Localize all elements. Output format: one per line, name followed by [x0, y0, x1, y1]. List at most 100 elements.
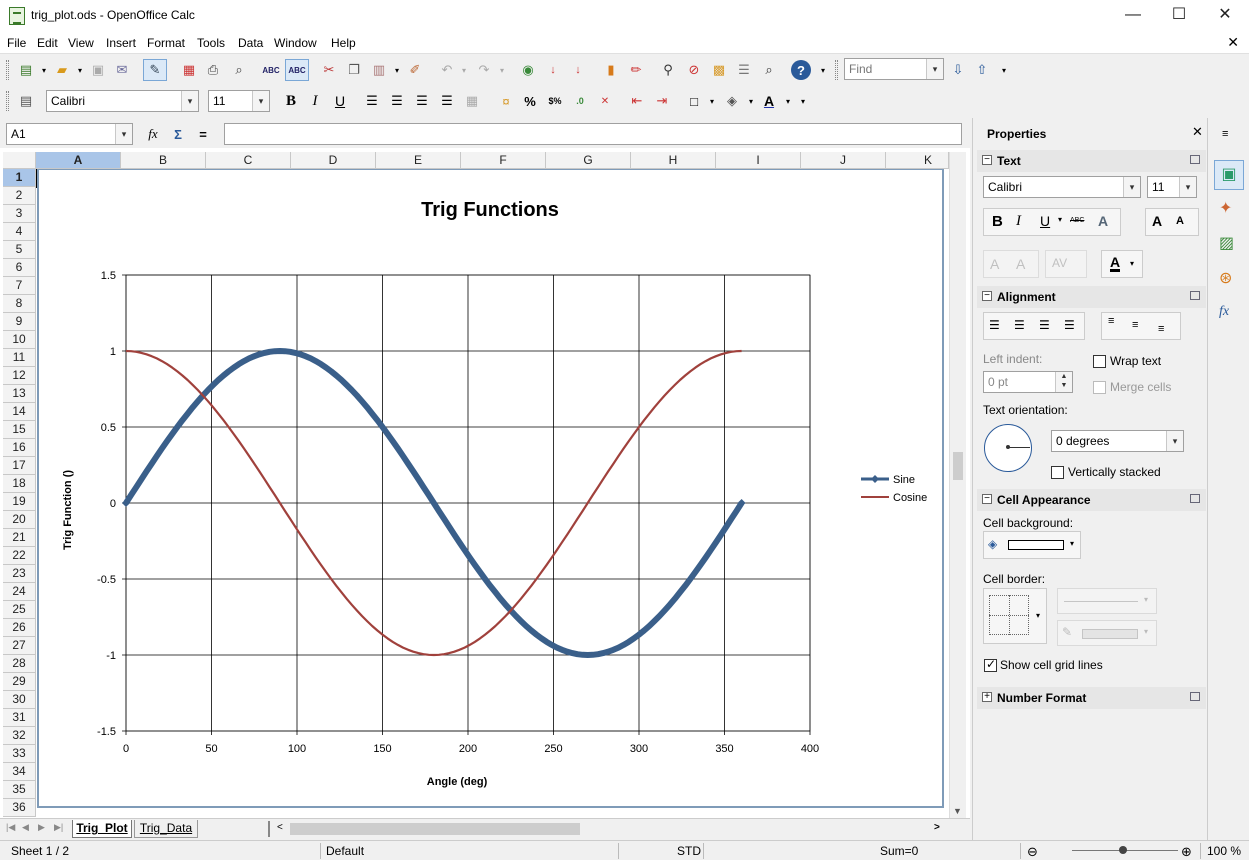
- row-header[interactable]: 11: [3, 349, 36, 367]
- new-document-icon[interactable]: ▤: [19, 62, 33, 77]
- menu-help[interactable]: Help: [331, 36, 356, 50]
- gallery-deck-icon[interactable]: ▨: [1219, 235, 1235, 252]
- sidebar-italic-icon[interactable]: I: [1016, 213, 1021, 229]
- superscript-icon[interactable]: A: [990, 256, 1000, 272]
- menu-view[interactable]: View: [68, 36, 94, 50]
- vertical-scrollbar[interactable]: ▼: [949, 152, 966, 818]
- toolbar-overflow-icon[interactable]: ▾: [820, 65, 825, 75]
- italic-icon[interactable]: I: [312, 92, 318, 109]
- sidebar-font-size[interactable]: 11 ▾: [1147, 176, 1197, 198]
- bold-icon[interactable]: B: [285, 92, 296, 109]
- cut-icon[interactable]: ✂: [323, 62, 335, 77]
- cell-border-button[interactable]: ▾: [983, 588, 1047, 644]
- tab-splitter[interactable]: [268, 821, 270, 837]
- export-pdf-icon[interactable]: ▦: [182, 62, 196, 77]
- row-header[interactable]: 18: [3, 475, 36, 493]
- page-preview-icon[interactable]: ⌕: [235, 62, 243, 77]
- menu-format[interactable]: Format: [147, 36, 186, 50]
- font-size-box[interactable]: 11 ▾: [208, 90, 270, 112]
- find-input[interactable]: Find ▾: [844, 58, 944, 80]
- sidebar-align-center-icon[interactable]: ☰: [1014, 318, 1025, 332]
- find-next-icon[interactable]: ⇩: [952, 62, 964, 77]
- data-sources-icon[interactable]: ☰: [738, 62, 750, 77]
- row-header[interactable]: 16: [3, 439, 36, 457]
- text-section-header[interactable]: − Text: [977, 150, 1206, 172]
- paste-dropdown-icon[interactable]: ▾: [394, 65, 399, 75]
- expand-icon[interactable]: +: [982, 692, 992, 702]
- sum-display[interactable]: Sum=0: [880, 844, 919, 858]
- sidebar-align-left-icon[interactable]: ☰: [989, 318, 1000, 332]
- row-header[interactable]: 21: [3, 529, 36, 547]
- column-header-d[interactable]: D: [291, 152, 376, 169]
- row-header[interactable]: 4: [3, 223, 36, 241]
- row-header[interactable]: 8: [3, 295, 36, 313]
- column-header-c[interactable]: C: [206, 152, 291, 169]
- open-folder-icon[interactable]: ▰: [57, 62, 67, 77]
- row-header[interactable]: 6: [3, 259, 36, 277]
- left-indent-input[interactable]: 0 pt ▲ ▼: [983, 371, 1073, 393]
- menu-insert[interactable]: Insert: [106, 36, 137, 50]
- row-header[interactable]: 17: [3, 457, 36, 475]
- vertical-scroll-thumb[interactable]: [953, 452, 963, 480]
- draw-functions-icon[interactable]: ✏: [630, 62, 642, 77]
- line-style-button[interactable]: ▾: [1057, 588, 1157, 614]
- align-left-icon[interactable]: ☰: [366, 93, 378, 108]
- row-header[interactable]: 28: [3, 655, 36, 673]
- delete-decimal-icon[interactable]: ✕: [600, 95, 610, 107]
- clone-formatting-icon[interactable]: ✐: [409, 62, 421, 77]
- cell-appearance-section-header[interactable]: − Cell Appearance: [977, 489, 1206, 511]
- edit-file-icon[interactable]: ✎: [143, 59, 167, 81]
- name-box[interactable]: A1 ▾: [6, 123, 133, 145]
- zoom-out-icon[interactable]: ⊖: [1027, 844, 1038, 859]
- font-color-icon[interactable]: A: [763, 93, 775, 109]
- decrease-font-icon[interactable]: A: [1176, 215, 1184, 227]
- merge-cells-checkbox[interactable]: [1093, 381, 1106, 394]
- character-spacing-icon[interactable]: AV: [1052, 256, 1068, 270]
- column-header-e[interactable]: E: [376, 152, 461, 169]
- sidebar-size-dropdown-icon[interactable]: ▾: [1179, 177, 1196, 197]
- sort-ascending-icon[interactable]: ↓: [550, 64, 556, 76]
- row-header[interactable]: 9: [3, 313, 36, 331]
- add-decimal-icon[interactable]: .0: [576, 96, 584, 106]
- more-options-icon[interactable]: [1190, 494, 1200, 503]
- column-header-h[interactable]: H: [631, 152, 716, 169]
- zoom-level[interactable]: 100 %: [1207, 844, 1242, 858]
- row-header[interactable]: 10: [3, 331, 36, 349]
- row-header[interactable]: 30: [3, 691, 36, 709]
- undo-icon[interactable]: ↶: [441, 62, 453, 77]
- font-size-dropdown-icon[interactable]: ▾: [252, 91, 269, 111]
- sidebar-close-icon[interactable]: ✕: [1192, 124, 1203, 139]
- show-grid-lines-checkbox[interactable]: ✓: [984, 657, 997, 672]
- more-options-icon[interactable]: [1190, 291, 1200, 300]
- borders-icon[interactable]: □: [690, 93, 698, 109]
- find-overflow-icon[interactable]: ▾: [1001, 65, 1006, 75]
- row-header[interactable]: 14: [3, 403, 36, 421]
- functions-deck-icon[interactable]: fx: [1219, 304, 1230, 319]
- navigator-deck-icon[interactable]: ⊛: [1219, 270, 1233, 287]
- row-header[interactable]: 13: [3, 385, 36, 403]
- minimize-button[interactable]: —: [1125, 6, 1141, 23]
- column-header-a[interactable]: A: [36, 152, 121, 169]
- wrap-text-checkbox[interactable]: [1093, 355, 1106, 368]
- menu-edit[interactable]: Edit: [37, 36, 58, 50]
- sidebar-bold-icon[interactable]: B: [992, 213, 1003, 230]
- find-previous-icon[interactable]: ⇧: [976, 62, 988, 77]
- first-sheet-icon[interactable]: |◀: [6, 822, 16, 832]
- indent-spin-icon[interactable]: ▲ ▼: [1055, 372, 1072, 392]
- help-icon[interactable]: ?: [791, 60, 811, 80]
- column-header-g[interactable]: G: [546, 152, 631, 169]
- align-top-icon[interactable]: ≡: [1108, 315, 1115, 327]
- next-sheet-icon[interactable]: ▶: [38, 822, 45, 832]
- vertically-stacked-checkbox[interactable]: [1051, 466, 1064, 479]
- horizontal-scroll-thumb[interactable]: [290, 823, 580, 835]
- cell-background-button[interactable]: ◈ ▾: [983, 531, 1081, 559]
- selection-mode[interactable]: STD: [677, 844, 701, 858]
- scroll-left-icon[interactable]: <: [277, 822, 283, 833]
- spacing-button[interactable]: AV: [1045, 250, 1087, 278]
- align-right-icon[interactable]: ☰: [416, 93, 428, 108]
- collapse-icon[interactable]: −: [982, 155, 992, 165]
- orientation-dropdown-icon[interactable]: ▾: [1166, 431, 1183, 451]
- last-sheet-icon[interactable]: ▶|: [54, 822, 64, 832]
- sidebar-font-name[interactable]: Calibri ▾: [983, 176, 1141, 198]
- navigator-icon[interactable]: ⊘: [688, 62, 700, 77]
